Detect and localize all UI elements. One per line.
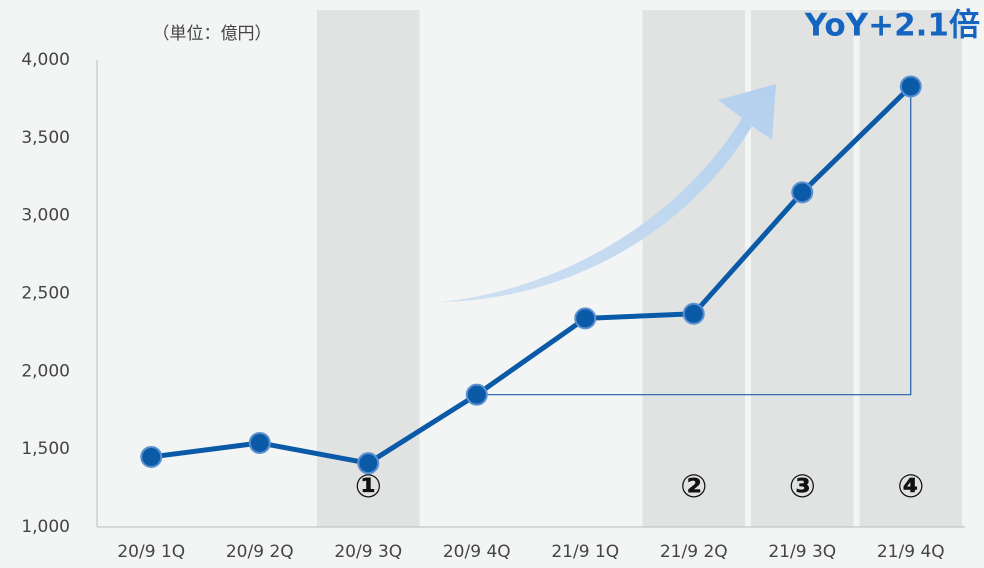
y-tick-label: 3,000 (21, 206, 70, 226)
y-tick-label: 2,500 (21, 284, 70, 304)
y-tick-label: 4,000 (21, 50, 70, 70)
x-tick-label: 21/9 4Q (877, 542, 945, 562)
data-point (465, 383, 488, 406)
comparison-bracket (476, 86, 912, 396)
x-tick-label: 20/9 1Q (117, 542, 185, 562)
x-tick-label: 20/9 3Q (334, 542, 402, 562)
x-tick-label: 20/9 2Q (226, 542, 294, 562)
comparison-label: YoY+2.1倍 (804, 8, 980, 44)
unit-label: （単位：億円） (153, 24, 272, 44)
x-tick-label: 21/9 1Q (551, 542, 619, 562)
data-line (150, 84, 913, 466)
data-point (357, 452, 380, 475)
growth-arrow (440, 84, 776, 302)
y-tick-label: 1,500 (21, 439, 70, 459)
data-point (682, 302, 705, 325)
data-point (574, 307, 597, 330)
data-point (248, 431, 271, 454)
highlight-label: ④ (897, 467, 924, 505)
highlight-label: ② (680, 467, 707, 505)
data-point (791, 181, 814, 204)
highlight-band (642, 10, 745, 527)
y-tick-label: 2,000 (21, 361, 70, 381)
x-tick-label: 20/9 4Q (443, 542, 511, 562)
y-tick-label: 3,500 (21, 128, 70, 148)
data-point (140, 445, 163, 468)
highlight-label: ③ (789, 467, 816, 505)
data-point (899, 75, 922, 98)
x-tick-label: 21/9 3Q (768, 542, 836, 562)
highlight-band (317, 10, 420, 527)
x-tick-label: 21/9 2Q (660, 542, 728, 562)
y-tick-label: 1,000 (21, 517, 70, 537)
